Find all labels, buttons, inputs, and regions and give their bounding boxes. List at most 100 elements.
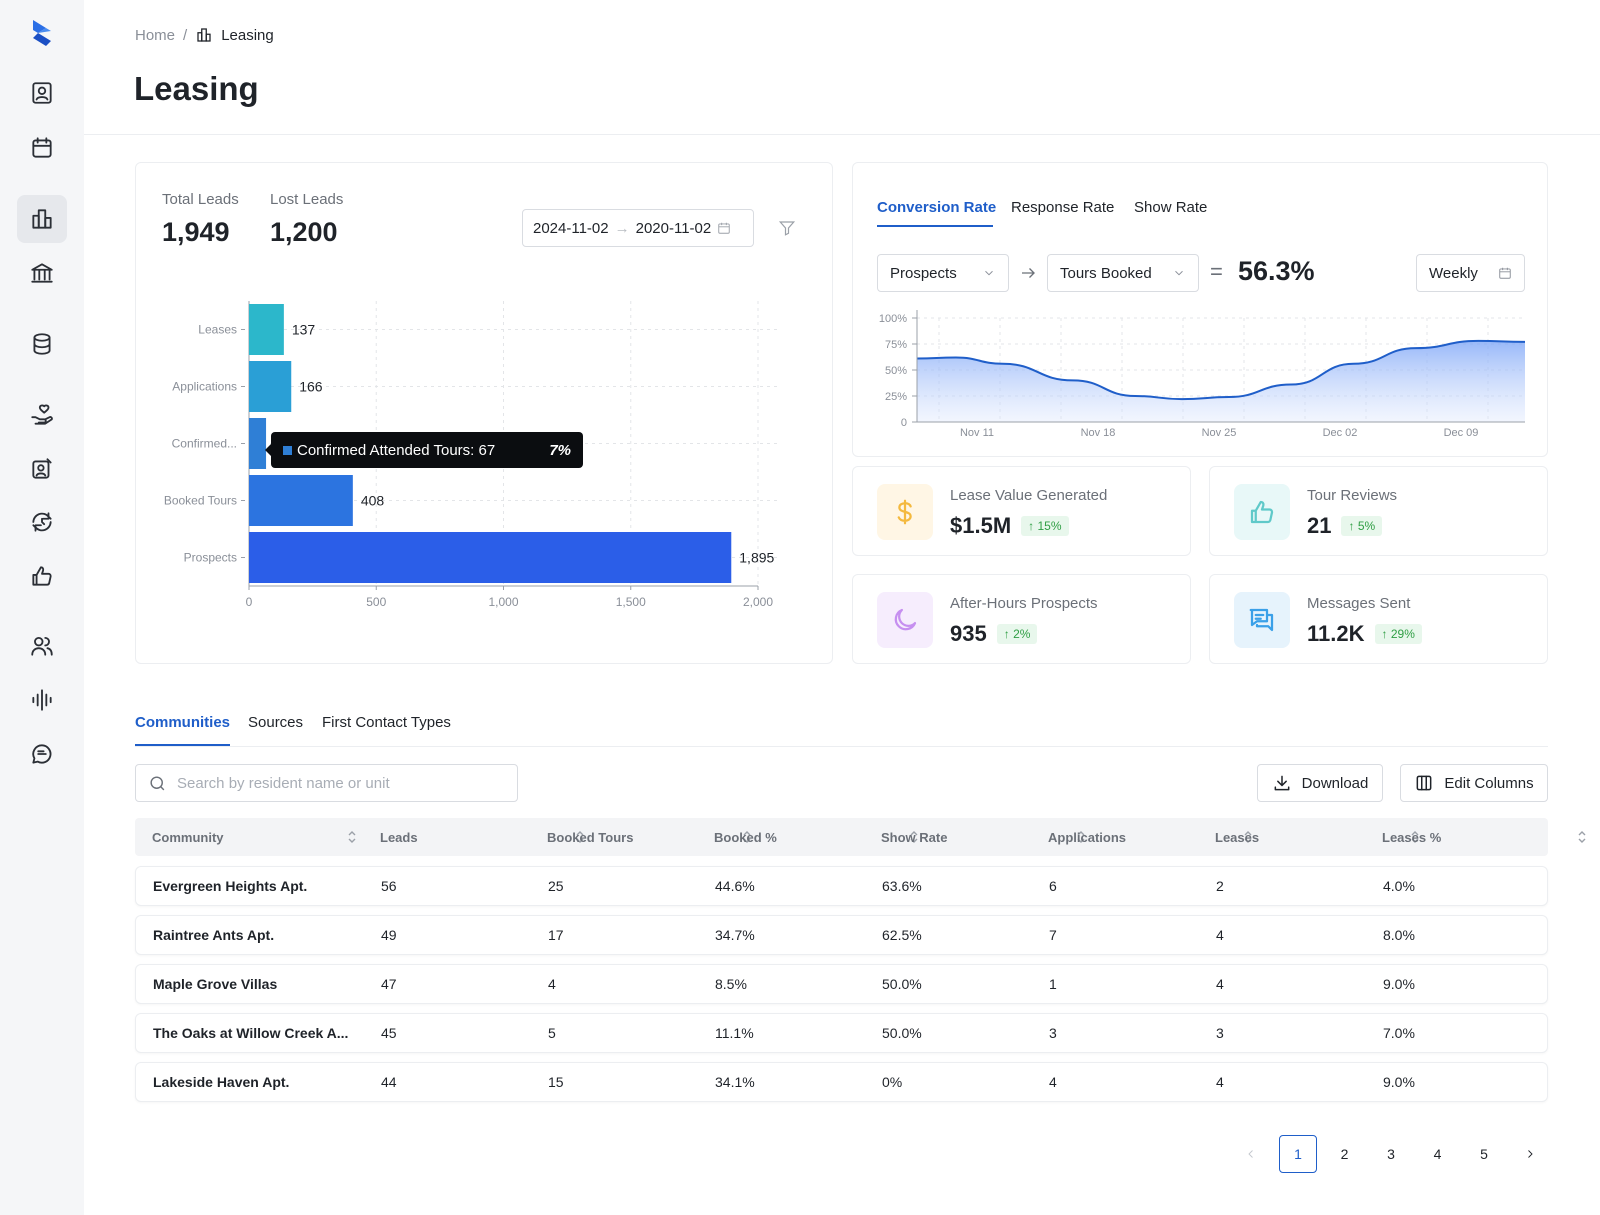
stat-title: Messages Sent [1307,595,1411,612]
sort-icon[interactable] [1243,829,1253,845]
table-cell: 2 [1216,878,1224,894]
community-name-cell: Raintree Ants Apt. [153,927,275,943]
next-page-button[interactable] [1511,1135,1549,1173]
nav-leasing[interactable] [17,195,67,243]
arrow-right-icon [1022,268,1035,278]
total-leads-label: Total Leads [162,191,239,208]
table-cell: 9.0% [1383,976,1415,992]
nav-history[interactable] [17,498,67,546]
sort-icon[interactable] [742,829,752,845]
table-cell: 34.1% [715,1074,755,1090]
thumbs-up-icon [1250,500,1274,524]
tab-conversion-rate[interactable]: Conversion Rate [877,199,997,216]
table-cell: 3 [1049,1025,1057,1041]
table-cell: 11.1% [715,1025,754,1041]
table-cell: 4 [1216,927,1224,943]
table-cell: 3 [1216,1025,1224,1041]
filter-icon[interactable] [778,219,796,237]
hand-heart-icon [31,404,53,425]
table-cell: 50.0% [882,1025,922,1041]
bar-prospects [249,532,732,583]
page-3-button[interactable]: 3 [1387,1146,1395,1162]
tab-sources[interactable]: Sources [248,714,304,731]
page-4-button[interactable]: 4 [1433,1146,1442,1162]
search-box[interactable] [135,764,518,802]
nav-messages[interactable] [17,730,67,778]
sort-icon[interactable] [575,829,585,845]
breadcrumb: Home / Leasing [135,26,274,44]
nav-care[interactable] [17,391,67,439]
column-header[interactable]: Leases [1215,829,1260,845]
database-icon [33,333,51,355]
total-leads-value: 1,949 [162,217,230,247]
table-cell: 7 [1049,927,1057,943]
nav-database[interactable] [17,320,67,368]
tab-response-rate[interactable]: Response Rate [1011,199,1115,216]
nav-voice[interactable] [17,676,67,724]
table-row[interactable]: Maple Grove Villas 47 4 8.5% 50.0% 1 4 9.0% [135,964,1548,1004]
y-tick-label: 75% [885,339,907,351]
x-tick-label: Dec 02 [1323,427,1358,439]
arrow-right-icon: → [614,219,630,237]
tooltip-percent: 7% [549,441,571,459]
nav-contacts[interactable] [17,69,67,117]
page-1-button[interactable]: 1 [1279,1135,1317,1173]
sort-icon[interactable] [909,829,919,845]
change-value: 5% [1357,519,1376,533]
table-row[interactable]: The Oaks at Willow Creek A... 45 5 11.1% 50.… [135,1013,1548,1053]
table-row[interactable]: Lakeside Haven Apt. 44 15 34.1% 0% 4 4 9.0% [135,1062,1548,1102]
leads-funnel-chart: 0 500 1,000 1,500 2,000 Leases 137 Applications… [164,301,778,609]
table-cell: 5 [548,1025,556,1041]
page-2-button[interactable]: 2 [1340,1146,1349,1162]
y-category-label: Applications [172,380,237,394]
change-badge: ↑ 15% [1021,516,1069,536]
sort-icon[interactable] [1076,829,1086,845]
tab-first-contact-types[interactable]: First Contact Types [322,714,451,731]
nav-bank[interactable] [17,249,67,297]
edit-columns-button[interactable]: Edit Columns [1400,764,1548,802]
prev-page-button[interactable] [1232,1135,1270,1173]
change-badge: ↑ 29% [1374,624,1422,644]
search-input[interactable] [177,774,497,792]
app-logo[interactable] [30,18,54,48]
page-title: Leasing [134,70,259,107]
table-row[interactable]: Evergreen Heights Apt. 56 25 44.6% 63.6% 6 2 4.… [135,866,1548,906]
date-range-picker[interactable]: 2024-11-02 → 2020-11-02 [522,209,754,247]
stat-value-row: 935 ↑ 2% [950,621,1038,647]
download-label: Download [1301,774,1369,792]
x-tick-label: Nov 18 [1081,427,1116,439]
column-header[interactable]: Leases % [1382,829,1442,845]
chevron-down-icon [985,270,993,276]
page-5-button[interactable]: 5 [1480,1146,1488,1162]
to-stage-select[interactable]: Tours Booked [1047,254,1199,292]
table-row[interactable]: Raintree Ants Apt. 49 17 34.7% 62.5% 7 4 8.0% [135,915,1548,955]
tab-underline [135,744,230,746]
tab-show-rate[interactable]: Show Rate [1134,199,1208,216]
tab-communities[interactable]: Communities [135,714,231,731]
download-button[interactable]: Download [1257,764,1383,802]
nav-reviews[interactable] [17,552,67,600]
column-header[interactable]: Booked % [714,829,777,845]
nav-users[interactable] [17,622,67,670]
column-header[interactable]: Show Rate [881,829,948,845]
from-stage-select[interactable]: Prospects [877,254,1009,292]
sidebar [0,0,84,1215]
x-tick-label: Nov 25 [1202,427,1237,439]
column-header[interactable]: Leads [380,829,418,845]
column-header[interactable]: Applications [1048,829,1127,845]
change-value: 15% [1037,519,1062,533]
period-select[interactable]: Weekly [1416,254,1525,292]
chevron-right-icon [1528,1150,1533,1158]
nav-calendar[interactable] [17,124,67,172]
column-header[interactable]: Community [152,829,224,845]
search-icon [150,775,165,790]
y-tick-label: 50% [885,365,907,377]
sort-icon[interactable] [347,829,357,845]
column-header[interactable]: Booked Tours [547,829,634,845]
sort-icon[interactable] [1577,829,1587,845]
bar-value-label: 137 [292,322,316,338]
sort-icon[interactable] [1410,829,1420,845]
breadcrumb-home[interactable]: Home [135,26,176,44]
nav-profile-edit[interactable] [17,445,67,493]
stat-icon-box [877,484,933,540]
